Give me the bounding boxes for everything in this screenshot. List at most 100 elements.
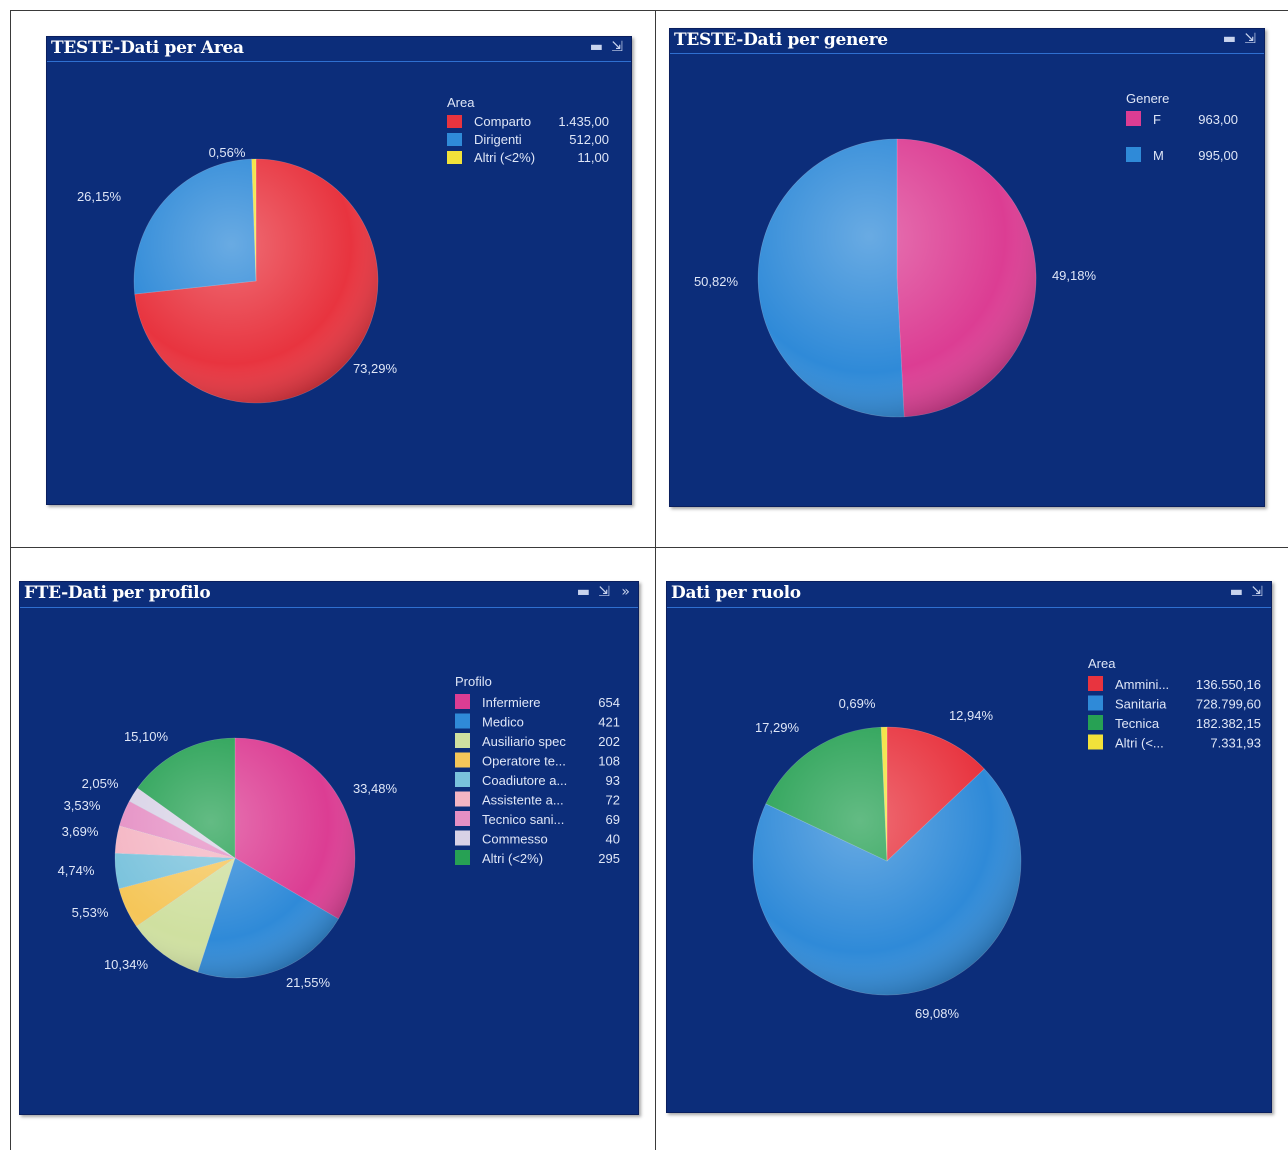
legend-swatch bbox=[1088, 695, 1103, 711]
legend-swatch bbox=[1088, 676, 1103, 691]
legend-value: 108 bbox=[598, 754, 620, 769]
slice-percent-label: 33,48% bbox=[353, 781, 398, 796]
legend-label: Altri (<2%) bbox=[482, 851, 543, 866]
legend-swatch bbox=[455, 830, 470, 846]
title-underline bbox=[20, 607, 638, 608]
legend-label: Altri (<2%) bbox=[474, 150, 535, 165]
legend: Genere F 963,00 M 995,00 bbox=[1126, 91, 1238, 163]
legend-value: 72 bbox=[606, 793, 620, 808]
legend-swatch bbox=[1126, 111, 1141, 126]
legend-value: 93 bbox=[606, 773, 620, 788]
panel-title: TESTE-Dati per Area bbox=[51, 38, 244, 58]
export-icon[interactable]: ⇲ bbox=[1244, 31, 1256, 47]
legend-title: Area bbox=[1088, 656, 1116, 671]
export-icon[interactable]: ⇲ bbox=[1251, 584, 1263, 600]
legend-label: Sanitaria bbox=[1115, 697, 1167, 712]
legend-label: Medico bbox=[482, 715, 524, 730]
legend-swatch bbox=[455, 850, 470, 865]
legend-swatch bbox=[447, 151, 462, 164]
legend-label: Comparto bbox=[474, 114, 531, 129]
more-icon[interactable]: » bbox=[621, 584, 630, 600]
chart-panel-profilo: FTE-Dati per profilo ▬ ⇲ » 33,48% 21,55% 1… bbox=[19, 581, 639, 1115]
slice-percent-label: 5,53% bbox=[72, 905, 109, 920]
legend-value: 69 bbox=[606, 812, 620, 827]
slice-percent-label: 3,53% bbox=[64, 798, 101, 813]
legend-title: Area bbox=[447, 95, 475, 110]
legend-label: Coadiutore a... bbox=[482, 773, 567, 788]
legend-label: Tecnica bbox=[1115, 716, 1160, 731]
pie-slices bbox=[114, 737, 356, 979]
export-icon[interactable]: ⇲ bbox=[611, 39, 623, 55]
pie-slices bbox=[757, 138, 1037, 418]
pie-slice[interactable] bbox=[757, 138, 905, 418]
legend-swatch bbox=[1126, 147, 1141, 162]
legend-value: 11,00 bbox=[577, 150, 609, 165]
legend: Profilo Infermiere 654 Medico 421 Ausiliario … bbox=[455, 674, 620, 866]
legend-value: 512,00 bbox=[569, 132, 609, 147]
legend-title: Profilo bbox=[455, 674, 492, 689]
legend-swatch bbox=[455, 772, 470, 787]
slice-percent-label: 49,18% bbox=[1052, 268, 1097, 283]
legend-label: Ammini... bbox=[1115, 677, 1169, 692]
pie-slice[interactable] bbox=[896, 138, 1037, 418]
legend-swatch bbox=[455, 791, 470, 807]
panel-title: FTE-Dati per profilo bbox=[24, 583, 211, 603]
legend-swatch bbox=[455, 811, 470, 826]
pie-chart: 33,48% 21,55% 10,34% 5,53% 4,74% 3,69% 3,53% 2,… bbox=[58, 674, 620, 990]
legend-value: 421 bbox=[598, 715, 620, 730]
grid-line-center bbox=[655, 10, 656, 1150]
legend-swatch bbox=[447, 133, 462, 146]
pie-slices bbox=[752, 726, 1022, 996]
pie-chart: 73,29% 26,15% 0,56% Area Comparto 1.435,00 Dir… bbox=[77, 95, 609, 404]
pie-slice[interactable] bbox=[133, 158, 257, 295]
panel-title: TESTE-Dati per genere bbox=[674, 30, 888, 50]
title-underline bbox=[47, 61, 631, 62]
slice-percent-label: 21,55% bbox=[286, 975, 331, 990]
legend-value: 654 bbox=[598, 695, 620, 710]
grid-line-top bbox=[10, 10, 1288, 11]
legend-value: 963,00 bbox=[1198, 112, 1238, 127]
legend-swatch bbox=[447, 115, 462, 128]
legend-swatch bbox=[455, 752, 470, 768]
chart-panel-ruolo: Dati per ruolo ▬ ⇲ 12,94% 69,08% 17,29% 0,6… bbox=[666, 581, 1272, 1113]
legend: Area Ammini... 136.550,16 Sanitaria 728.799,… bbox=[1088, 656, 1261, 751]
slice-percent-label: 12,94% bbox=[949, 708, 994, 723]
legend-value: 728.799,60 bbox=[1196, 697, 1261, 712]
grid-line-middle bbox=[10, 547, 1288, 548]
grid-line-left bbox=[10, 10, 11, 1150]
export-icon[interactable]: ⇲ bbox=[598, 584, 610, 600]
legend-swatch bbox=[455, 733, 470, 748]
legend-value: 995,00 bbox=[1198, 148, 1238, 163]
print-icon[interactable]: ▬ bbox=[1229, 584, 1243, 600]
pie-chart: 12,94% 69,08% 17,29% 0,69% Area Ammini... 136.… bbox=[752, 656, 1261, 1021]
legend-swatch bbox=[455, 694, 470, 709]
slice-percent-label: 50,82% bbox=[694, 274, 739, 289]
legend-value: 40 bbox=[606, 832, 620, 847]
legend-value: 1.435,00 bbox=[558, 114, 609, 129]
slice-percent-label: 2,05% bbox=[82, 776, 119, 791]
slice-percent-label: 10,34% bbox=[104, 957, 149, 972]
legend-label: Tecnico sani... bbox=[482, 812, 564, 827]
slice-percent-label: 17,29% bbox=[755, 720, 800, 735]
legend-value: 7.331,93 bbox=[1210, 736, 1261, 751]
legend-value: 295 bbox=[598, 851, 620, 866]
slice-percent-label: 15,10% bbox=[124, 729, 169, 744]
legend-label: Dirigenti bbox=[474, 132, 522, 147]
legend-label: Ausiliario spec bbox=[482, 734, 566, 749]
legend-label: Altri (<... bbox=[1115, 736, 1164, 751]
legend-label: Infermiere bbox=[482, 695, 541, 710]
slice-percent-label: 73,29% bbox=[353, 361, 398, 376]
legend-title: Genere bbox=[1126, 91, 1169, 106]
legend-value: 202 bbox=[598, 734, 620, 749]
print-icon[interactable]: ▬ bbox=[576, 584, 590, 600]
print-icon[interactable]: ▬ bbox=[589, 39, 603, 55]
legend-value: 136.550,16 bbox=[1196, 677, 1261, 692]
legend-swatch bbox=[1088, 715, 1103, 730]
slice-percent-label: 0,56% bbox=[209, 145, 246, 160]
slice-percent-label: 26,15% bbox=[77, 189, 122, 204]
title-underline bbox=[670, 53, 1264, 54]
slice-percent-label: 4,74% bbox=[58, 863, 95, 878]
print-icon[interactable]: ▬ bbox=[1222, 31, 1236, 47]
title-underline bbox=[667, 607, 1271, 608]
panel-title: Dati per ruolo bbox=[671, 583, 801, 603]
